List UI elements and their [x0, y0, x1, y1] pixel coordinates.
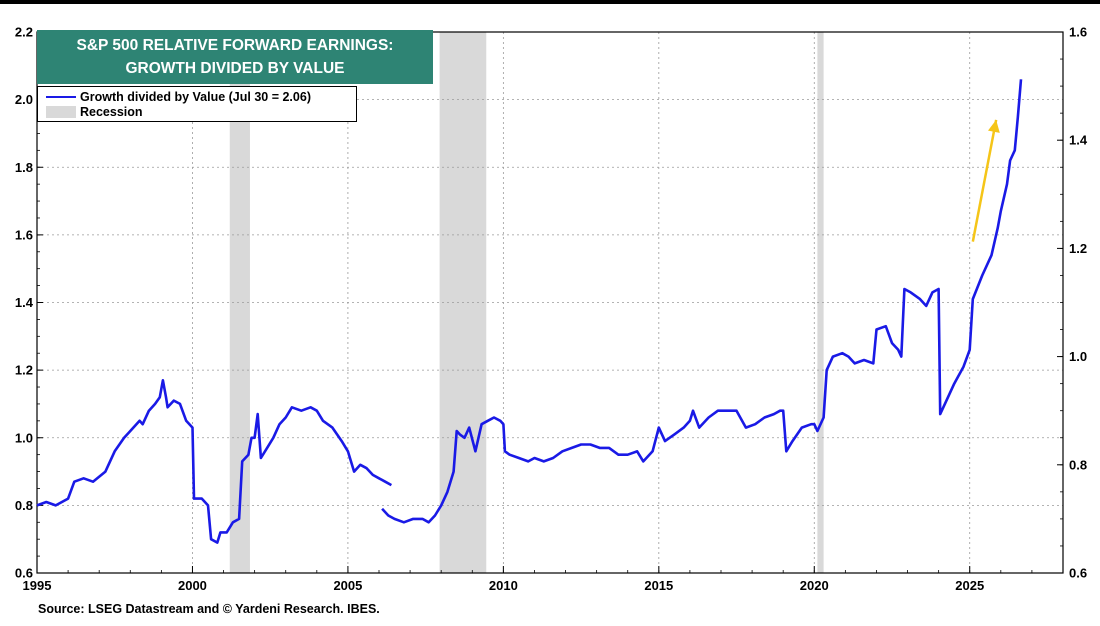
- left-tick-label-7: 2.0: [15, 92, 33, 107]
- x-tick-label-6: 2025: [955, 578, 984, 593]
- recession-band-2: [817, 32, 824, 573]
- series-line-segment-1: [381, 79, 1023, 524]
- x-tick-label-0: 1995: [23, 578, 52, 593]
- annotation-arrow-shaft-0: [971, 119, 998, 242]
- legend-label-recession: Recession: [80, 105, 143, 119]
- source-note: Source: LSEG Datastream and © Yardeni Re…: [38, 602, 380, 616]
- left-tick-label-3: 1.2: [15, 363, 33, 378]
- right-tick-label-1: 0.8: [1069, 457, 1087, 472]
- right-tick-label-0: 0.6: [1069, 566, 1087, 581]
- left-tick-label-1: 0.8: [15, 498, 33, 513]
- annotations: [971, 119, 1000, 242]
- series-line: [36, 79, 1023, 544]
- x-tick-label-4: 2015: [644, 578, 673, 593]
- chart-title-box: S&P 500 RELATIVE FORWARD EARNINGS: GROWT…: [37, 30, 433, 84]
- legend-line-swatch: [46, 96, 76, 98]
- right-tick-label-2: 1.0: [1069, 349, 1087, 364]
- right-tick-label-3: 1.2: [1069, 241, 1087, 256]
- right-tick-label-4: 1.4: [1069, 133, 1088, 148]
- x-tick-label-3: 2010: [489, 578, 518, 593]
- x-tick-label-1: 2000: [178, 578, 207, 593]
- x-tick-label-2: 2005: [333, 578, 362, 593]
- left-tick-label-0: 0.6: [15, 566, 33, 581]
- recession-band-0: [229, 32, 250, 573]
- left-tick-label-2: 1.0: [15, 430, 33, 445]
- chart-title-line-1: S&P 500 RELATIVE FORWARD EARNINGS:: [76, 37, 394, 54]
- right-tick-label-5: 1.6: [1069, 25, 1087, 40]
- annotation-arrow-head-0: [988, 119, 1000, 133]
- axis-ticks: 0.6 0.8 1.0 1.2 1.4 1.6 1.8 2.0 2.2 0.6 0.8 1.0 1.2 1…: [15, 25, 1088, 594]
- chart-title-line-2: GROWTH DIVIDED BY VALUE: [125, 60, 345, 77]
- legend-label-series: Growth divided by Value (Jul 30 = 2.06): [80, 90, 311, 104]
- left-tick-label-5: 1.6: [15, 227, 33, 242]
- left-tick-label-4: 1.4: [15, 295, 34, 310]
- x-tick-label-5: 2020: [800, 578, 829, 593]
- left-tick-label-8: 2.2: [15, 25, 33, 40]
- series-line-segment-0: [36, 379, 393, 544]
- left-tick-label-6: 1.8: [15, 160, 33, 175]
- legend-band-swatch: [46, 106, 76, 118]
- chart-legend: Growth divided by Value (Jul 30 = 2.06) …: [37, 86, 357, 122]
